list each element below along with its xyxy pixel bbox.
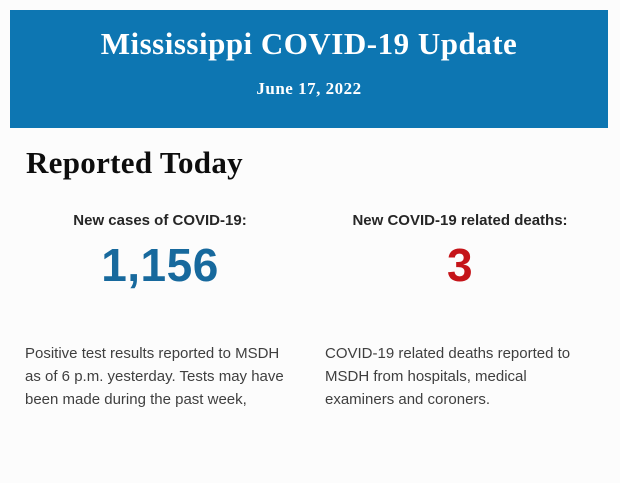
new-deaths-description: COVID-19 related deaths reported to MSDH…	[325, 345, 571, 408]
new-deaths-value: 3	[446, 239, 474, 291]
report-title: Mississippi COVID-19 Update	[100, 26, 518, 61]
new-cases-label: New cases of COVID-19:	[73, 212, 247, 229]
report-date: June 17, 2022	[256, 79, 362, 98]
header-banner: Mississippi COVID-19 Update June 17, 202…	[10, 10, 608, 128]
new-cases-description: Positive test results reported to MSDH a…	[25, 345, 284, 408]
new-deaths-label: New COVID-19 related deaths:	[352, 212, 568, 229]
new-cases-value: 1,156	[101, 239, 219, 291]
section-heading: Reported Today	[26, 145, 243, 180]
stat-new-cases: New cases of COVID-19: 1,156 Positive te…	[25, 212, 295, 411]
stats-grid: New cases of COVID-19: 1,156 Positive te…	[25, 212, 620, 411]
stat-new-deaths: New COVID-19 related deaths: 3 COVID-19 …	[325, 212, 595, 411]
